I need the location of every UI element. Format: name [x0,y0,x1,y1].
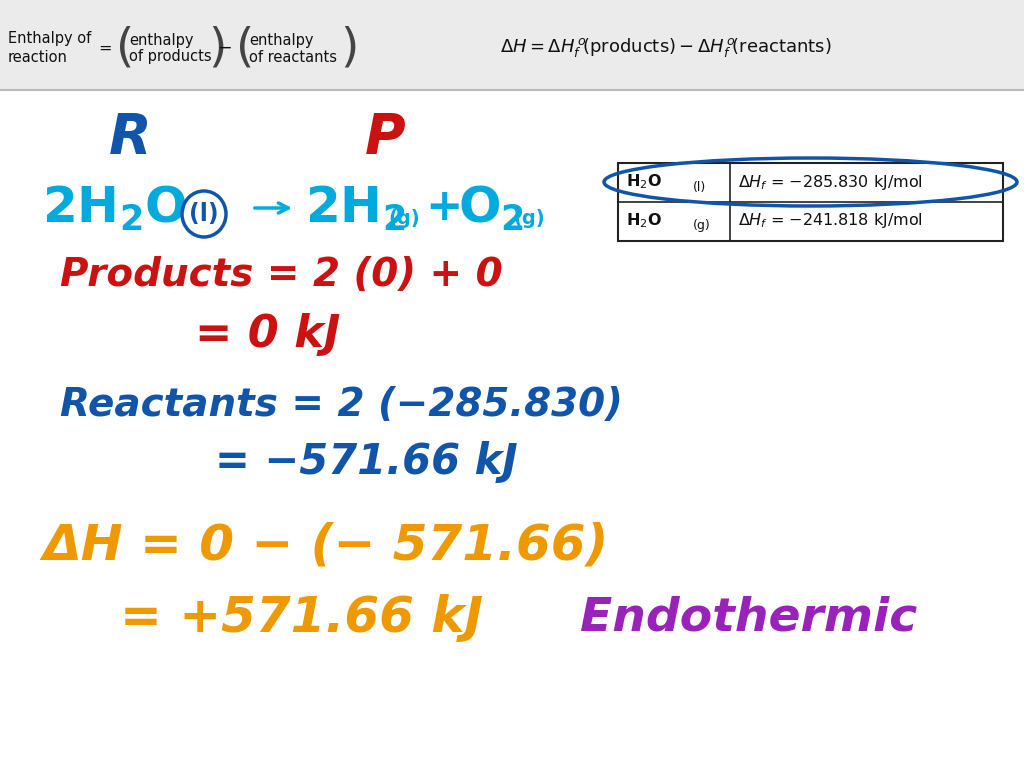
Text: (g): (g) [513,208,545,227]
Text: Enthalpy of
reaction: Enthalpy of reaction [8,31,91,65]
Text: $\mathbf{2H_2O}$: $\mathbf{2H_2O}$ [42,184,186,233]
Text: +: + [425,187,463,230]
Text: $\mathbf{O_2}$: $\mathbf{O_2}$ [458,184,524,233]
Text: P: P [365,111,406,165]
Text: H$_2$O: H$_2$O [626,173,662,191]
Text: (l): (l) [693,180,707,194]
Text: H$_2$O: H$_2$O [626,212,662,230]
Text: Endothermic: Endothermic [580,595,918,641]
Text: $\Delta H = \Delta H_f^{\,o}\!(\mathrm{products}) - \Delta H_f^{\,o}\!(\mathrm{r: $\Delta H = \Delta H_f^{\,o}\!(\mathrm{p… [500,36,831,60]
Text: of reactants: of reactants [249,49,337,65]
Text: ): ) [208,25,226,71]
Text: $\mathbf{2H_2}$: $\mathbf{2H_2}$ [305,184,406,233]
FancyBboxPatch shape [0,0,1024,90]
Text: R: R [109,111,152,165]
Text: $\Delta H_f$ = −241.818 kJ/mol: $\Delta H_f$ = −241.818 kJ/mol [738,211,923,230]
Text: (g): (g) [693,220,711,233]
Text: enthalpy: enthalpy [129,32,194,48]
Text: ΔH = 0 − (− 571.66): ΔH = 0 − (− 571.66) [42,521,608,569]
Text: Products = 2 (0) + 0: Products = 2 (0) + 0 [60,256,503,294]
Text: (: ( [116,25,134,71]
Text: ): ) [340,25,358,71]
Text: Reactants = 2 (−285.830): Reactants = 2 (−285.830) [60,386,623,424]
Text: of products: of products [129,49,212,65]
Text: = +571.66 kJ: = +571.66 kJ [120,594,483,642]
Text: = 0 kJ: = 0 kJ [195,313,340,356]
FancyBboxPatch shape [618,163,1002,241]
Text: −: − [217,39,231,57]
Text: $\Delta H_f$ = −285.830 kJ/mol: $\Delta H_f$ = −285.830 kJ/mol [738,173,923,191]
Text: (g): (g) [388,208,420,227]
Text: (l): (l) [189,202,219,226]
Text: = −571.66 kJ: = −571.66 kJ [215,441,518,483]
Text: (: ( [236,25,254,71]
Text: enthalpy: enthalpy [249,32,313,48]
Text: =: = [98,41,112,55]
